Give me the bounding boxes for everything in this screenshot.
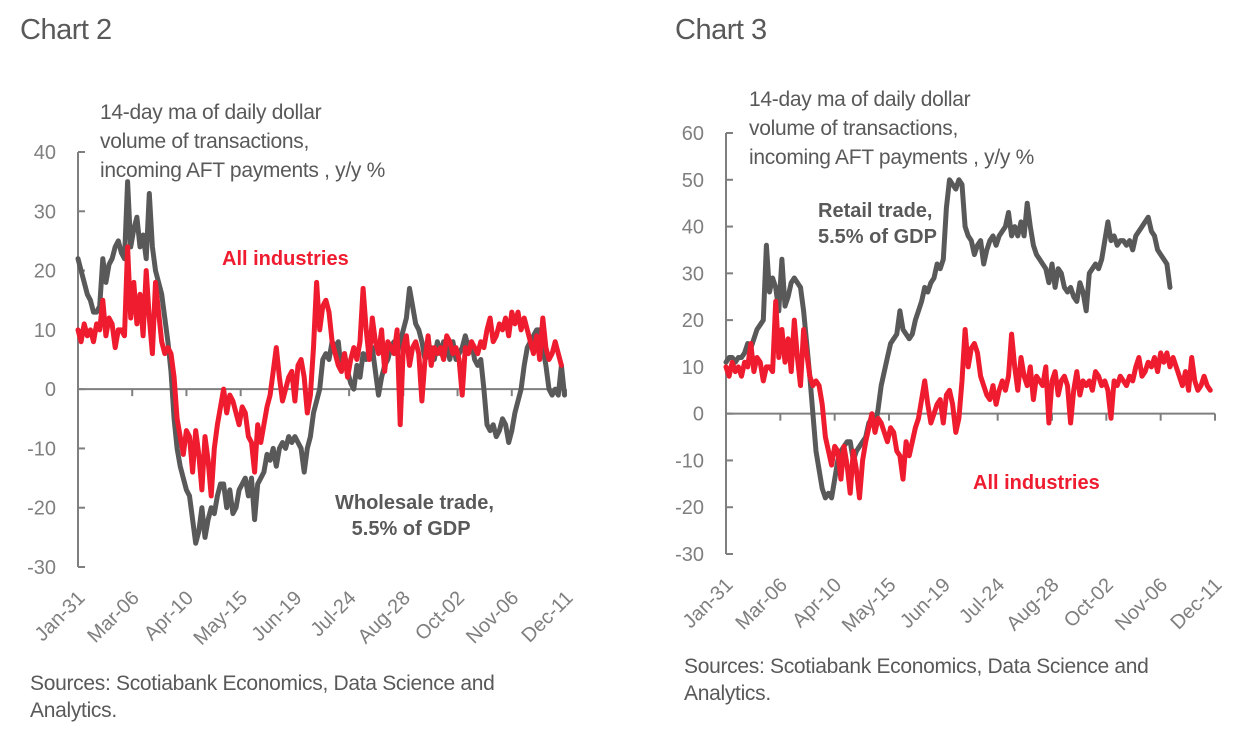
y-tick-label: 10 xyxy=(682,357,704,379)
y-tick-label: 30 xyxy=(34,201,56,223)
y-tick-label: -20 xyxy=(27,498,56,520)
y-tick-label: -30 xyxy=(675,544,704,566)
series-line-wholesale-trade xyxy=(75,179,567,546)
x-tick-label: Jan-31 xyxy=(679,574,738,633)
chart-3-title: Chart 3 xyxy=(675,14,767,46)
x-tick-label: May-15 xyxy=(838,574,901,637)
y-tick-label: 0 xyxy=(45,379,56,401)
series-line-all-industries xyxy=(723,298,1213,501)
y-tick-label: 20 xyxy=(34,261,56,283)
chart-2-annotation-wholesale-trade: Wholesale trade, 5.5% of GDP xyxy=(335,492,494,540)
y-tick-label: -10 xyxy=(27,438,56,460)
y-tick-label: 50 xyxy=(682,170,704,192)
chart-3-units-label: 14-day ma of daily dollar volume of tran… xyxy=(749,88,1035,169)
series-line-all-industries xyxy=(75,244,564,499)
x-tick-label: Nov-06 xyxy=(1111,574,1172,635)
x-tick-label: Jun-19 xyxy=(896,574,955,633)
y-tick-label: 40 xyxy=(34,142,56,164)
x-tick-label: Oct-02 xyxy=(1060,574,1118,632)
x-tick-label: Dec-11 xyxy=(1166,574,1226,634)
x-tick-label: Apr-10 xyxy=(788,574,846,632)
y-tick-label: -20 xyxy=(675,497,704,519)
y-tick-label: -10 xyxy=(675,450,704,472)
y-tick-label: 60 xyxy=(682,123,704,145)
y-tick-label: 20 xyxy=(682,310,704,332)
chart-3-annotation-retail-trade: Retail trade, 5.5% of GDP xyxy=(818,200,937,248)
chart-3-source: Sources: Scotiabank Economics, Data Scie… xyxy=(684,655,1149,705)
y-tick-label: 10 xyxy=(34,320,56,342)
chart-2-units-label: 14-day ma of daily dollar volume of tran… xyxy=(100,101,386,182)
y-tick-label: -30 xyxy=(27,557,56,579)
chart-2-panel: Chart 2 14-day ma of daily dollar volume… xyxy=(20,14,578,722)
chart-3-annotation-all-industries: All industries xyxy=(973,472,1100,494)
chart-2-annotation-all-industries: All industries xyxy=(222,248,349,270)
y-tick-label: 30 xyxy=(682,263,704,285)
chart-2-plot: -30-20-10010203040Jan-31Mar-06Apr-10May-… xyxy=(27,142,577,650)
y-tick-label: 40 xyxy=(682,217,704,239)
chart-2-source: Sources: Scotiabank Economics, Data Scie… xyxy=(30,672,495,722)
x-tick-label: Aug-28 xyxy=(1002,574,1063,635)
x-tick-label: Jul-24 xyxy=(955,574,1009,628)
y-tick-label: 0 xyxy=(693,404,704,426)
series-line-retail-trade xyxy=(723,177,1173,501)
x-tick-label: Mar-06 xyxy=(732,574,792,634)
chart-2-title: Chart 2 xyxy=(20,14,112,46)
